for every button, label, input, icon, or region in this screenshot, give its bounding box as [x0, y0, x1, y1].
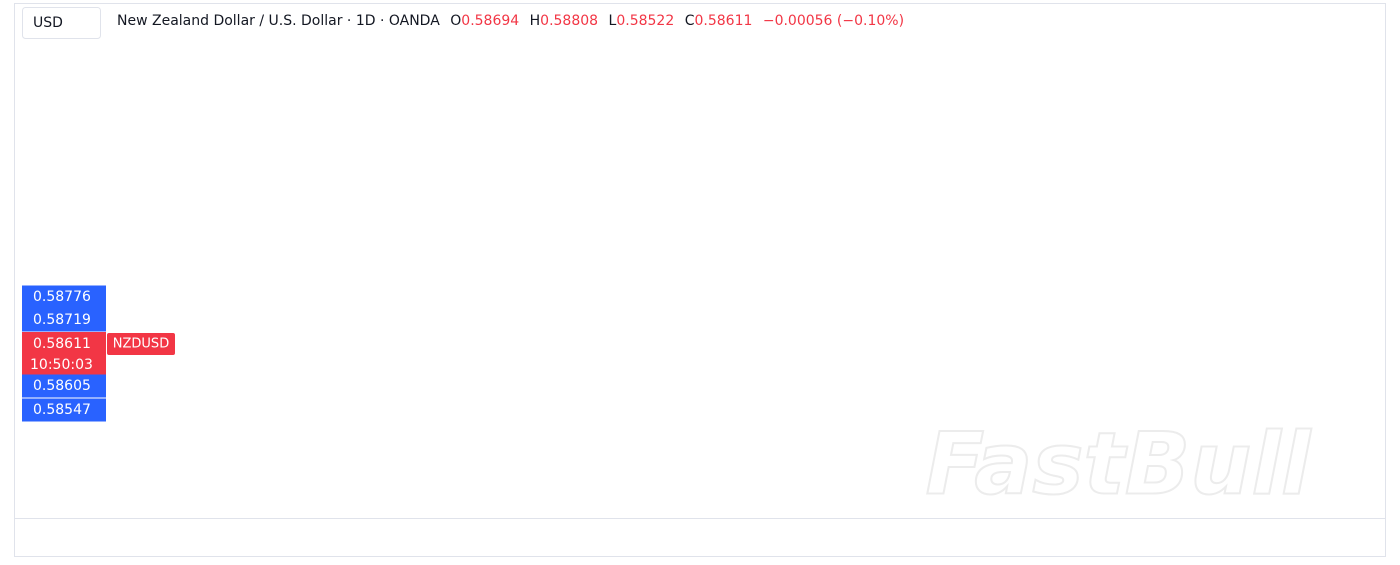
last-price-label: 0.58611 [33, 336, 91, 352]
ohlc-value: 0.58694 [461, 13, 520, 29]
price-line-label-box [22, 374, 106, 398]
change: −0.00056 (−0.10%) [762, 13, 905, 29]
symbol-tag: NZDUSD [113, 337, 169, 352]
price-line-label: 0.58719 [33, 312, 91, 328]
ohlc-value: 0.58522 [616, 13, 675, 29]
last-price-box [22, 332, 106, 376]
price-line-label-box [22, 398, 106, 422]
price-line-label-box [22, 285, 106, 309]
ohlc-label: C [684, 13, 695, 29]
countdown: 10:50:03 [30, 357, 93, 373]
currency: USD [33, 15, 63, 31]
ohlc-value: 0.58808 [540, 13, 599, 29]
price-line-label: 0.58605 [33, 378, 91, 394]
watermark: FastBull [926, 414, 1312, 514]
symbol-tag-box [107, 333, 175, 355]
chart-frame [14, 3, 1386, 557]
ohlc-label: L [608, 13, 617, 29]
ohlc-label: H [529, 13, 541, 29]
ohlc-label: O [450, 13, 462, 29]
ohlc-value: 0.58611 [694, 13, 753, 29]
currency-box[interactable] [22, 7, 101, 39]
price-line-label: 0.58547 [33, 402, 91, 418]
price-line-label: 0.58776 [33, 289, 91, 305]
title: New Zealand Dollar / U.S. Dollar · 1D · … [117, 13, 440, 29]
legend-header: New Zealand Dollar / U.S. Dollar · 1D · … [117, 13, 904, 29]
price-line-label-box [22, 308, 106, 332]
